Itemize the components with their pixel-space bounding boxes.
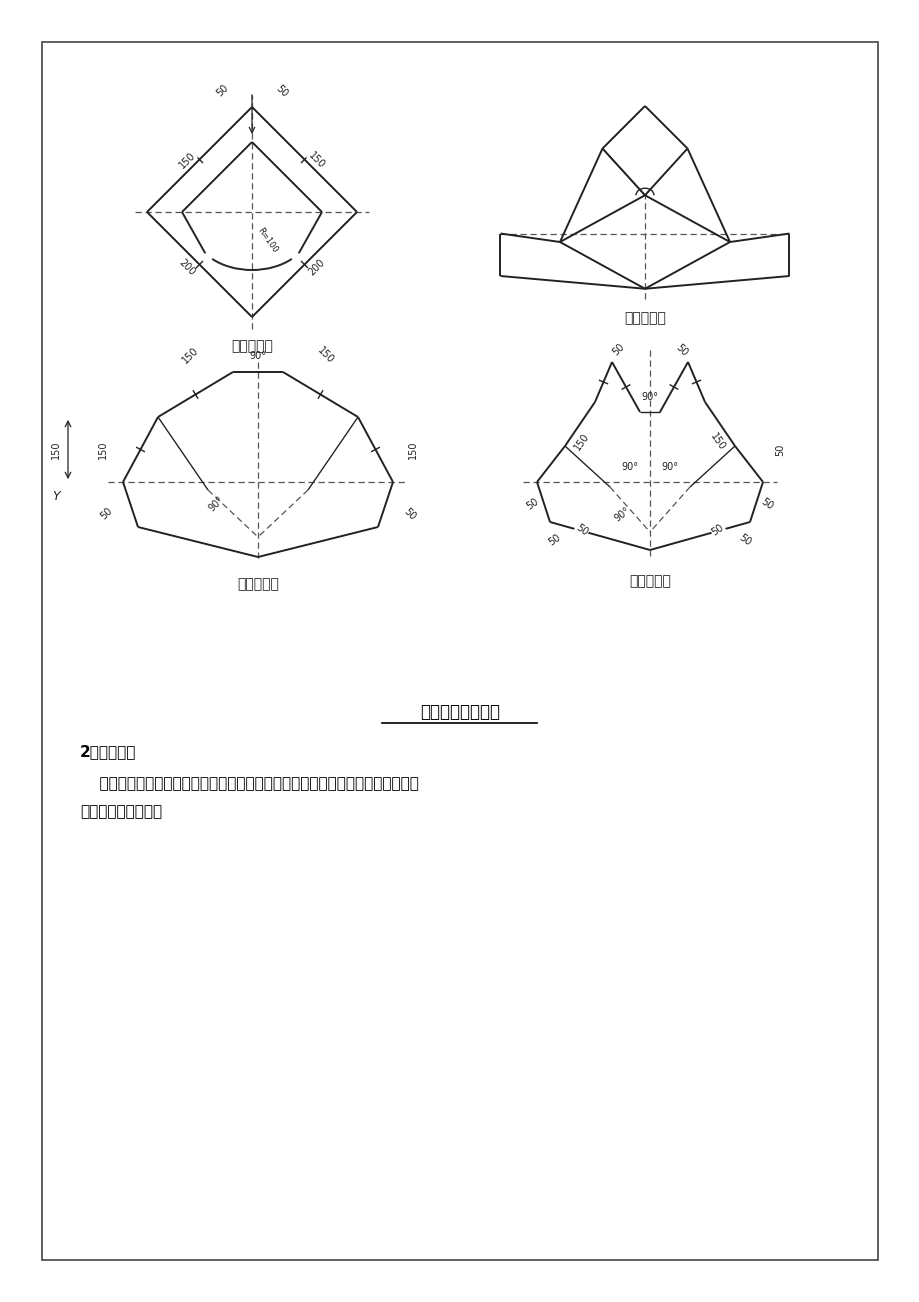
Text: 150: 150	[407, 441, 417, 460]
Text: 50: 50	[609, 342, 625, 358]
Text: 50: 50	[525, 496, 540, 512]
Text: 50: 50	[674, 342, 689, 358]
Text: 50: 50	[547, 533, 562, 548]
Text: Y: Y	[52, 491, 60, 504]
Text: 90°: 90°	[621, 462, 638, 473]
Text: 50: 50	[758, 496, 774, 512]
Text: 150: 150	[708, 431, 727, 453]
Text: 阳角附加图: 阳角附加图	[231, 339, 273, 353]
Text: 90°: 90°	[641, 392, 658, 402]
Text: 阴角成型图: 阴角成型图	[629, 574, 670, 589]
Text: 150: 150	[176, 150, 197, 171]
Text: 150: 150	[98, 441, 108, 460]
Text: 150: 150	[315, 345, 335, 365]
Text: 150: 150	[572, 431, 591, 453]
Text: 50: 50	[736, 533, 752, 548]
Text: 150: 150	[51, 440, 61, 458]
Text: 用密封膏进行密封。: 用密封膏进行密封。	[80, 805, 162, 819]
Text: 90°: 90°	[206, 495, 225, 513]
Text: 阳角组体图: 阳角组体图	[623, 311, 665, 324]
Text: 150: 150	[307, 150, 327, 171]
Text: R=100: R=100	[255, 225, 278, 254]
Text: 50: 50	[774, 444, 784, 456]
Text: 2）桩头处理: 2）桩头处理	[80, 745, 136, 759]
Text: 三维阴阳角处理图: 三维阴阳角处理图	[420, 703, 499, 721]
Text: 50: 50	[98, 506, 114, 522]
Text: 50: 50	[573, 522, 589, 538]
Text: 50: 50	[402, 506, 417, 522]
Text: 200: 200	[176, 256, 197, 277]
Text: 50: 50	[214, 83, 230, 99]
Text: 90°: 90°	[611, 505, 631, 523]
Text: 阴角组体图: 阴角组体图	[237, 577, 278, 591]
Text: 200: 200	[307, 256, 327, 277]
Text: 90°: 90°	[249, 352, 267, 361]
Text: 采用渗透基结晶涂刷桩头两遍，再在基层涂刷聚合物防水砂浆，铺贴卷材，最后: 采用渗透基结晶涂刷桩头两遍，再在基层涂刷聚合物防水砂浆，铺贴卷材，最后	[80, 776, 418, 792]
Text: 150: 150	[180, 345, 199, 365]
Text: 90°: 90°	[661, 462, 678, 473]
Text: 50: 50	[274, 83, 289, 99]
Text: 50: 50	[709, 522, 725, 538]
